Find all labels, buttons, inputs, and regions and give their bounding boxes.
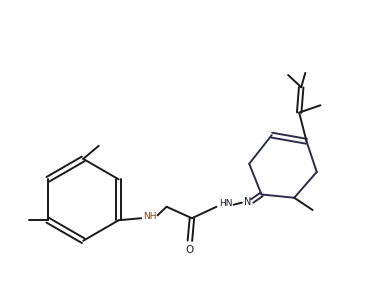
Text: O: O	[186, 245, 194, 255]
Text: N: N	[244, 197, 251, 207]
Text: NH: NH	[143, 212, 157, 221]
Text: HN: HN	[219, 199, 232, 208]
